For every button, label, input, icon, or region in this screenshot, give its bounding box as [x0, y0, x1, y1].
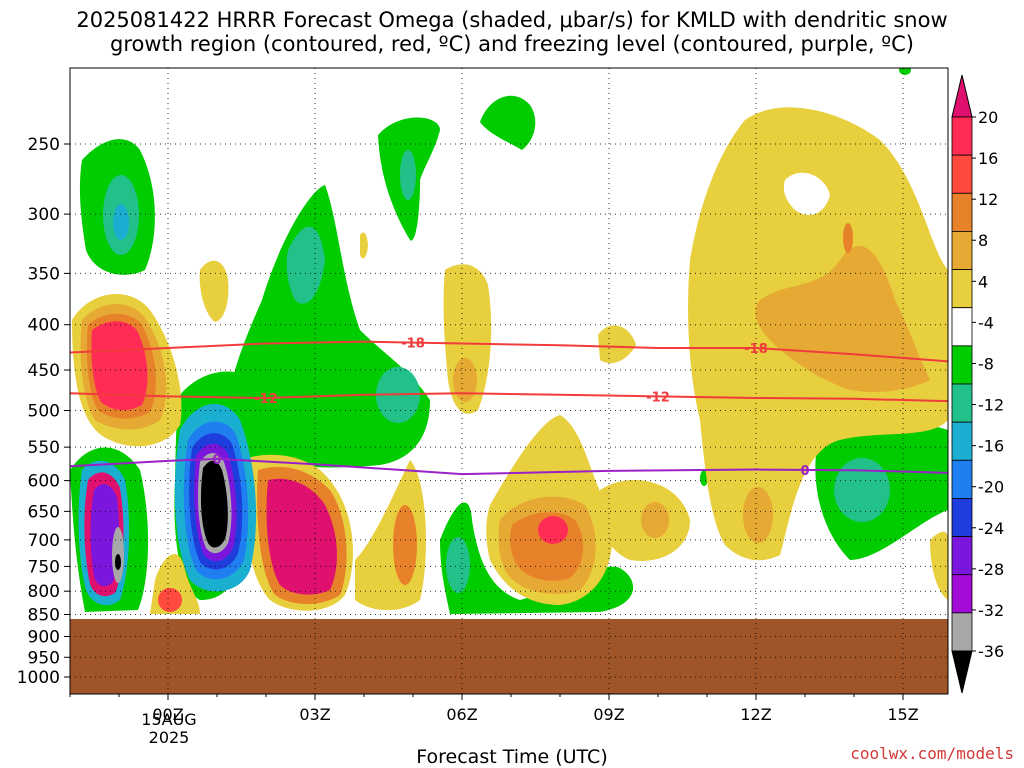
- x-axis-title: Forecast Time (UTC): [416, 746, 608, 768]
- colorbar-bin: [951, 269, 973, 309]
- colorbar-bin: [951, 383, 973, 423]
- colorbar-bin: [951, 574, 973, 614]
- contour-line-0: [69, 340, 949, 363]
- contour-line-1: [69, 392, 949, 403]
- y-tick-label: 450: [28, 361, 60, 381]
- colorbar-bin: [951, 612, 973, 652]
- y-tick-label: 900: [28, 627, 60, 647]
- plot-frame: [69, 67, 949, 695]
- colorbar-label: -36: [978, 642, 1004, 661]
- terrain-below-ground: [70, 619, 948, 694]
- colorbar-label: -32: [978, 601, 1004, 620]
- y-tick-label: 850: [28, 606, 60, 626]
- y-tick-label: 350: [28, 264, 60, 284]
- y-tick-label: 750: [28, 557, 60, 577]
- y-tick-label: 650: [28, 502, 60, 522]
- colorbar-label: -4: [978, 313, 994, 332]
- colorbar-bin: [951, 498, 973, 537]
- contour-label: -18: [401, 337, 425, 352]
- y-tick-label: 1000: [17, 668, 60, 688]
- colorbar-under-triangle: [951, 650, 973, 694]
- credit-link[interactable]: coolwx.com/models: [850, 744, 1014, 763]
- colorbar-bin: [951, 116, 973, 156]
- chart-title-line2: growth region (contoured, red, ºC) and f…: [110, 32, 914, 56]
- colorbar-bin: [951, 421, 973, 461]
- chart-title-line1: 2025081422 HRRR Forecast Omega (shaded, …: [76, 8, 948, 32]
- x-axis: 00Z 03Z 06Z 09Z 12Z 15Z: [69, 694, 919, 724]
- colorbar: 20 16 12 8 4 -4 -8 -12 -16 -20 -24 -28 -32 -36: [951, 74, 1004, 694]
- colorbar-bin: [951, 231, 973, 270]
- contour-label: 0: [800, 464, 809, 479]
- colorbar-over-triangle: [951, 74, 973, 118]
- temperature-contours: -18 -18 -12 -12 0 0: [69, 337, 949, 479]
- y-tick-label: 300: [28, 205, 60, 225]
- colorbar-bin: [951, 307, 973, 347]
- x-tick-label: 12Z: [740, 705, 771, 724]
- y-tick-label: 250: [28, 135, 60, 155]
- x-tick-label: 03Z: [299, 705, 330, 724]
- colorbar-label: -20: [978, 478, 1004, 497]
- colorbar-label: -8: [978, 354, 994, 373]
- y-tick-label: 800: [28, 582, 60, 602]
- y-tick-label: 950: [28, 648, 60, 668]
- colorbar-label: 12: [978, 190, 998, 209]
- contour-label: -18: [744, 342, 768, 357]
- colorbar-bin: [951, 345, 973, 385]
- colorbar-bin: [951, 154, 973, 194]
- x-tick-label: 06Z: [446, 705, 477, 724]
- contour-label: -12: [254, 392, 278, 407]
- x-tick-label: 15Z: [887, 705, 918, 724]
- omega-shading: [70, 68, 948, 614]
- contour-label: 0: [212, 453, 221, 468]
- colorbar-label: -24: [978, 519, 1004, 538]
- y-tick-label: 700: [28, 531, 60, 551]
- y-tick-label: 600: [28, 472, 60, 492]
- colorbar-label: 16: [978, 149, 998, 168]
- colorbar-bin: [951, 459, 973, 499]
- colorbar-bin: [951, 536, 973, 576]
- colorbar-bin: [951, 192, 973, 232]
- contour-line-2: [69, 457, 949, 476]
- colorbar-label: -28: [978, 560, 1004, 579]
- colorbar-label: 4: [978, 272, 988, 291]
- y-axis: 2503003504004505005506006507007508008509…: [17, 135, 70, 688]
- x-date-month: 15AUG: [141, 710, 197, 729]
- y-tick-label: 500: [28, 402, 60, 422]
- y-tick-label: 400: [28, 316, 60, 336]
- colorbar-label: -16: [978, 437, 1004, 456]
- colorbar-label: -12: [978, 396, 1004, 415]
- x-tick-label: 09Z: [593, 705, 624, 724]
- x-tick-label: 00Z: [152, 705, 183, 724]
- contour-label: -12: [646, 390, 670, 405]
- colorbar-label: 8: [978, 231, 988, 250]
- y-tick-label: 550: [28, 438, 60, 458]
- x-date-year: 2025: [148, 728, 190, 747]
- colorbar-label: 20: [978, 108, 998, 127]
